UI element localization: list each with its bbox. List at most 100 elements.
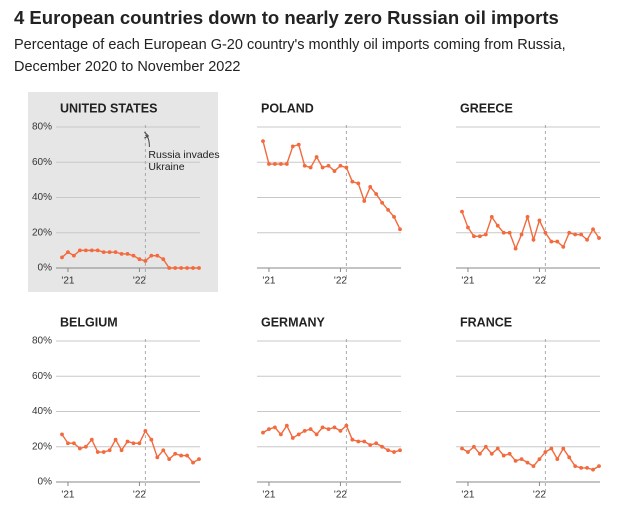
point	[519, 232, 524, 237]
point	[525, 460, 530, 465]
point	[380, 444, 385, 449]
y-tick-label: 60%	[32, 371, 52, 382]
point	[320, 425, 325, 430]
point	[585, 466, 589, 470]
point	[356, 181, 361, 186]
x-tick-label: '22	[334, 490, 347, 501]
point	[131, 253, 136, 258]
point	[573, 232, 578, 237]
point	[101, 450, 106, 454]
point	[374, 441, 379, 446]
point	[173, 451, 178, 456]
point	[191, 266, 195, 270]
point	[197, 457, 201, 461]
point	[143, 428, 148, 433]
point	[531, 464, 536, 469]
point	[585, 237, 589, 242]
point	[392, 450, 396, 454]
point	[143, 259, 148, 263]
point	[326, 163, 331, 168]
point	[320, 165, 325, 170]
point	[296, 142, 301, 147]
point	[561, 446, 566, 451]
point	[567, 230, 572, 235]
line	[262, 424, 401, 453]
point	[107, 448, 112, 453]
line	[262, 140, 401, 230]
point	[344, 165, 349, 170]
point	[531, 237, 536, 242]
point	[95, 248, 100, 253]
point	[290, 144, 295, 149]
point	[332, 425, 337, 430]
point	[392, 214, 396, 219]
point	[483, 232, 488, 237]
point	[314, 155, 319, 159]
point	[296, 432, 301, 437]
x-tick-label: '21	[461, 490, 474, 501]
point	[380, 200, 385, 205]
point	[101, 250, 106, 255]
point	[398, 227, 402, 232]
point	[483, 444, 488, 449]
point	[284, 423, 289, 428]
point	[507, 451, 512, 456]
point	[314, 432, 319, 437]
point	[261, 430, 265, 435]
point	[284, 162, 289, 166]
point	[113, 250, 118, 255]
point	[119, 252, 124, 256]
annotation-arrowhead	[144, 131, 150, 139]
point	[386, 207, 390, 212]
point	[60, 255, 64, 260]
point	[597, 236, 601, 240]
y-tick-label: 20%	[32, 227, 52, 238]
point	[597, 464, 601, 469]
point	[460, 209, 464, 214]
point	[89, 248, 94, 253]
point	[338, 163, 343, 168]
line	[461, 445, 600, 471]
x-tick-label: '21	[461, 276, 474, 287]
y-tick-label: 60%	[32, 157, 52, 168]
line	[461, 211, 600, 251]
point	[386, 448, 390, 453]
point	[167, 266, 172, 270]
point	[191, 460, 195, 465]
point	[161, 448, 166, 453]
y-tick-label: 20%	[32, 441, 52, 452]
point	[344, 423, 349, 428]
subtitle: December 2020 to November 2022	[14, 59, 241, 75]
point	[537, 218, 542, 223]
x-tick-label: '21	[61, 276, 74, 287]
point	[66, 441, 70, 446]
point	[83, 444, 88, 449]
point	[72, 253, 76, 258]
point	[167, 457, 172, 461]
point	[489, 214, 494, 219]
panel-title: BELGIUM	[60, 315, 118, 329]
point	[525, 214, 530, 219]
point	[267, 427, 271, 432]
point	[155, 253, 160, 258]
point	[579, 466, 584, 470]
point	[261, 139, 265, 144]
y-tick-label: 40%	[32, 406, 52, 417]
point	[374, 192, 379, 196]
point	[507, 230, 512, 235]
point	[466, 450, 470, 454]
point	[95, 450, 100, 454]
point	[477, 234, 482, 239]
point	[567, 455, 572, 460]
point	[308, 427, 313, 432]
point	[185, 266, 189, 270]
subtitle: Percentage of each European G-20 country…	[14, 37, 566, 53]
point	[398, 448, 402, 453]
point	[302, 163, 307, 168]
point	[573, 464, 578, 469]
point	[561, 244, 566, 249]
point	[179, 453, 184, 458]
x-tick-label: '21	[61, 490, 74, 501]
